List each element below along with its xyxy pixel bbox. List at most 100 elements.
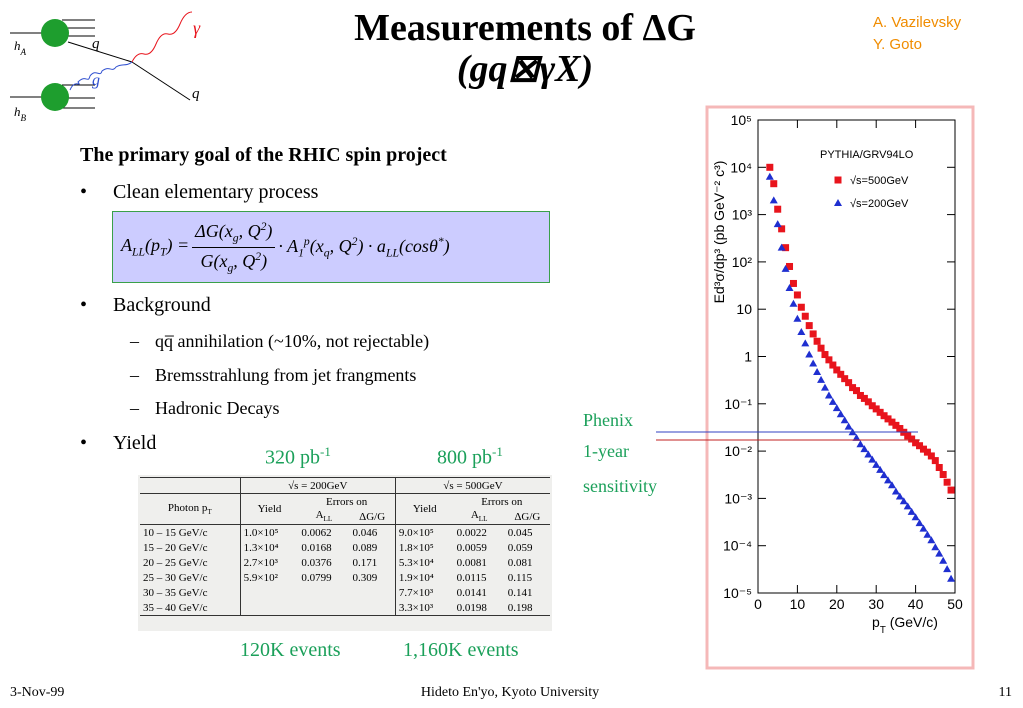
data-point [947,574,956,582]
table-cell: 0.0022 [456,526,487,539]
photon-label: γ [193,18,201,38]
text: ) = [166,235,190,256]
sub-item: Hadronic Decays [155,398,280,418]
data-point [781,264,790,272]
data-point [841,375,849,383]
table-cell: Photon pT [140,494,240,525]
y-tick-label: 1 [744,349,752,365]
x-tick-label: 30 [868,596,884,612]
x-tick-label: 50 [947,596,963,612]
data-point [828,397,837,405]
data-point [891,487,900,495]
data-point [939,471,947,479]
data-point [895,492,904,500]
text: , Q [238,220,261,241]
data-point [833,366,841,374]
table-cell: 0.0062 [301,526,332,539]
footer-page: 11 [998,685,1012,700]
denominator: G(xg, Q2) [197,248,270,275]
table-cell: 0.046 [352,526,378,539]
data-point [821,351,829,359]
data-point [777,243,786,251]
data-point [888,418,896,426]
text: G(x [200,250,228,271]
sup: -1 [492,444,503,459]
x-tick-label: 40 [908,596,924,612]
table-cell: 0.0141 [456,586,487,599]
data-point [868,455,877,463]
text: · A [278,235,299,256]
data-point [947,486,955,494]
table: √s = 200GeV √s = 500GeV Photon pT Yield Erro… [140,477,550,616]
quark-out-label: q [192,86,200,102]
data-point [845,379,853,387]
sup: p [303,234,310,248]
sub: 1 [298,246,304,260]
table-cell: √s = 200GeV [239,477,396,494]
table-cell: 0.0059 [456,541,487,554]
data-point [766,163,774,171]
table-cell: 25 – 30 GeV/c [143,571,208,584]
data-point [793,314,802,322]
data-point [825,356,833,364]
sub: T [160,245,167,259]
sup: 2 [260,219,267,233]
author: A. Vazilevsky [873,14,962,31]
text: ) [443,235,450,256]
text: h [14,38,21,53]
table-cell: ΔG/G [514,510,541,523]
table-row: 30 – 35 GeV/c 7.7×10³ 0.0141 0.141 [140,585,550,600]
data-point [789,299,798,307]
table-cell: 5.3×10⁴ [394,555,454,570]
table-cell: Errors on [481,495,523,508]
heading: The primary goal of the RHIC spin projec… [80,144,447,166]
data-point [872,460,881,468]
y-tick-label: 10² [732,254,753,270]
text: ) [261,250,268,271]
data-point [919,445,927,453]
formula-rhs: · A1p(xq, Q2) · aLL(cosθ*) [278,235,449,260]
y-axis-label: Ed³σ/dp³ (pb GeV⁻² c³) [711,161,727,304]
sensitivity-label: Phenix [583,410,634,430]
data-point [793,291,801,299]
data-point [844,422,853,430]
data-point [832,404,841,412]
bullet: • [80,432,88,454]
sub: B [21,113,27,123]
table-cell [239,585,299,600]
text: (x [309,235,324,256]
data-point [809,330,817,338]
title: Measurements of ΔG [354,7,696,49]
data-point [797,303,805,311]
data-point [786,262,794,270]
data-point [907,507,916,515]
data-point [853,387,860,395]
bullet-text: Clean elementary process [113,181,319,203]
data-point [887,481,896,489]
table-row: 35 – 40 GeV/c 3.3×10³ 0.0198 0.198 [140,600,550,616]
sub: LL [132,245,146,259]
events: 1,160K events [403,639,519,661]
table-cell [298,600,349,616]
data-point [782,244,790,252]
legend-label: √s=200GeV [850,198,909,210]
text: p [872,614,880,630]
data-point [872,405,880,413]
luminosity: 800 pb-1 [437,444,503,470]
data-point [943,478,951,486]
data-point [927,536,936,544]
data-point [864,398,872,406]
data-point [809,359,818,367]
data-point [840,416,849,424]
text: A [315,509,324,522]
sub-item: qq̅ annihilation (~10%, not rejectable) [155,331,430,351]
text: (p [145,235,161,256]
table-row: Photon pT Yield Errors on Yield Errors on [140,493,550,525]
sensitivity-label: 1-year [583,441,629,461]
hadron-a-label: hA [14,38,27,57]
data-point [773,220,782,228]
y-tick-label: 10⁻³ [724,490,752,506]
sup: 2 [351,234,358,248]
formula: ALL(pT) = ΔG(xg, Q2) G(xg, Q2) · A1p(xq,… [112,211,550,283]
